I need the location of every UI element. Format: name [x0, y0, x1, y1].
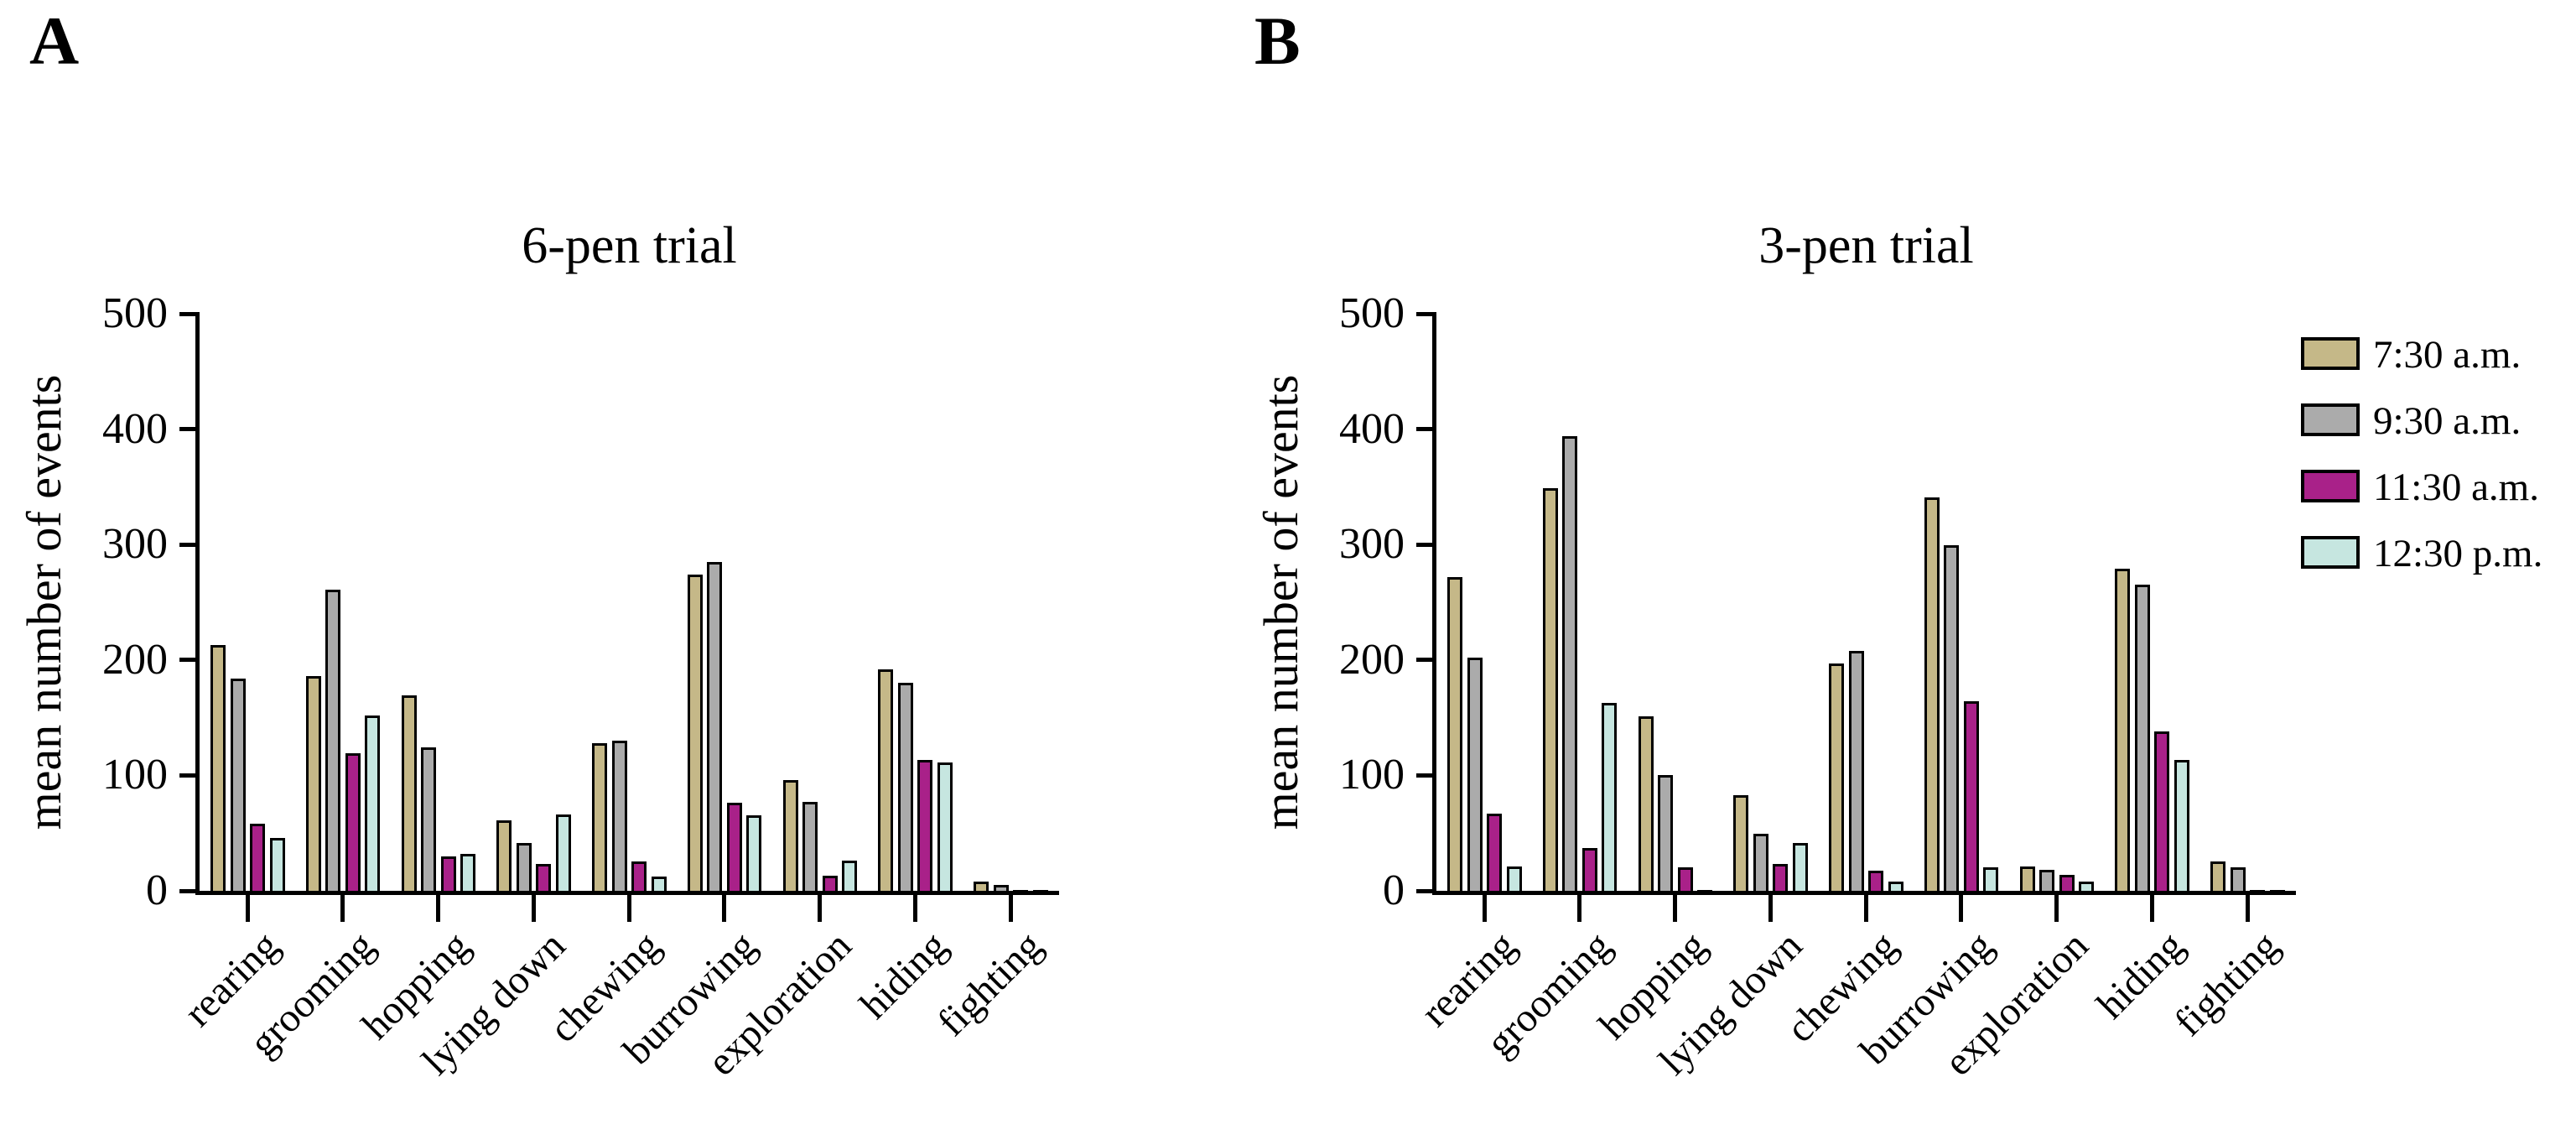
y-axis-tick — [179, 427, 200, 432]
legend-swatch — [2301, 536, 2360, 569]
y-axis-tick — [1416, 773, 1436, 778]
y-axis-tick — [1416, 658, 1436, 663]
x-axis-tick — [2149, 895, 2154, 922]
x-axis-tick — [436, 895, 440, 922]
y-axis-tick — [179, 888, 200, 893]
bar — [1829, 663, 1844, 894]
legend-swatch — [2301, 403, 2360, 436]
x-axis-tick — [2054, 895, 2059, 922]
bar — [1467, 658, 1483, 894]
x-axis-tick — [1577, 895, 1582, 922]
x-axis-tick — [2245, 895, 2250, 922]
bar — [1487, 814, 1502, 894]
y-axis-tick — [179, 542, 200, 547]
bar — [2210, 861, 2225, 894]
bar — [1542, 488, 1558, 894]
y-axis — [195, 312, 200, 895]
y-axis-tick — [1416, 888, 1436, 893]
x-axis-tick — [1863, 895, 1868, 922]
legend-label: 11:30 a.m. — [2373, 466, 2539, 509]
y-axis-tick — [179, 311, 200, 316]
y-axis-tick — [179, 658, 200, 663]
legend-label: 12:30 p.m. — [2373, 532, 2543, 575]
y-tick-label: 400 — [102, 404, 168, 453]
x-axis-tick — [245, 895, 250, 922]
y-tick-label: 400 — [1339, 404, 1405, 453]
y-tick-label: 300 — [102, 520, 168, 569]
legend-swatch — [2301, 337, 2360, 370]
y-tick-label: 100 — [1339, 751, 1405, 799]
x-axis-tick — [340, 895, 345, 922]
y-tick-label: 200 — [102, 635, 168, 684]
y-tick-label: 200 — [1339, 635, 1405, 684]
y-tick-label: 0 — [146, 866, 168, 914]
bar — [1562, 436, 1578, 894]
y-tick-label: 500 — [102, 289, 168, 337]
x-axis-tick — [722, 895, 727, 922]
y-axis-tick — [179, 773, 200, 778]
category-label: fighting — [2166, 923, 2288, 1045]
x-axis-tick — [626, 895, 631, 922]
bar — [1658, 775, 1673, 894]
x-axis — [195, 891, 1059, 895]
bar — [1753, 834, 1768, 894]
panel-b-title: 3-pen trial — [1758, 217, 1974, 274]
bar — [1447, 577, 1462, 894]
bar — [2154, 731, 2170, 894]
x-axis-tick — [1673, 895, 1677, 922]
bar — [2174, 760, 2189, 894]
bar — [2115, 569, 2131, 894]
bar — [1924, 497, 1940, 894]
y-axis-tick — [1416, 427, 1436, 432]
x-axis-tick — [818, 895, 822, 922]
x-axis-tick — [1008, 895, 1013, 922]
bar — [1602, 703, 1618, 894]
x-axis-tick — [1482, 895, 1487, 922]
panel-a-title: 6-pen trial — [522, 217, 737, 274]
x-axis-tick — [1768, 895, 1773, 922]
bar — [1733, 795, 1749, 894]
y-axis — [1432, 312, 1436, 895]
panel-a-label: A — [29, 3, 80, 79]
legend-label: 7:30 a.m. — [2373, 333, 2521, 377]
y-tick-label: 500 — [1339, 289, 1405, 337]
y-axis-tick — [1416, 542, 1436, 547]
legend-swatch — [2301, 470, 2360, 502]
y-axis-tick — [1416, 311, 1436, 316]
bar — [1963, 701, 1979, 894]
x-axis-tick — [1959, 895, 1964, 922]
bar — [1792, 843, 1808, 894]
x-axis-tick — [912, 895, 917, 922]
legend-label: 9:30 a.m. — [2373, 399, 2521, 443]
bar — [1638, 716, 1654, 894]
y-tick-label: 300 — [1339, 520, 1405, 569]
x-axis-tick — [531, 895, 536, 922]
bar — [1581, 848, 1597, 894]
bar — [1773, 864, 1789, 894]
x-axis — [1432, 891, 2296, 895]
bar — [2134, 585, 2150, 894]
panel-b-label: B — [1254, 3, 1301, 79]
y-tick-label: 0 — [1383, 866, 1405, 914]
bar — [1944, 545, 1960, 894]
y-tick-label: 100 — [102, 751, 168, 799]
bar — [1848, 651, 1864, 894]
